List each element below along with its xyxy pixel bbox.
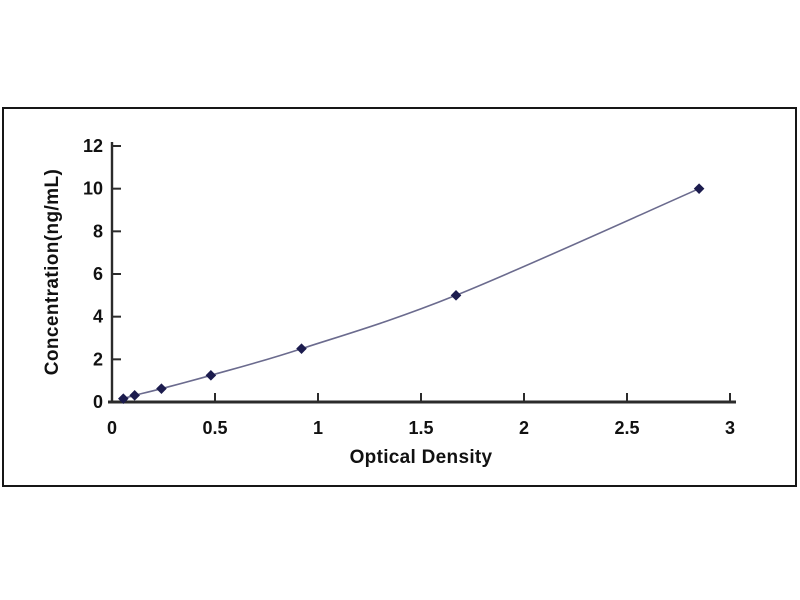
x-axis-tick-label: 2.5 — [614, 418, 639, 438]
y-axis-tick-label: 10 — [83, 179, 103, 199]
data-point-marker — [205, 370, 217, 381]
x-axis-tick-label: 3 — [725, 418, 735, 438]
x-axis-tick-label: 2 — [519, 418, 529, 438]
data-point-marker — [156, 383, 167, 394]
standard-curve-line — [123, 187, 700, 400]
data-point-marker — [129, 390, 140, 401]
x-axis-tick-label: 1 — [313, 418, 323, 438]
y-axis-tick-label: 4 — [93, 307, 103, 327]
x-axis-title: Optical Density — [349, 447, 493, 468]
y-axis-title: Concentration(ng/mL) — [42, 168, 63, 376]
chart-frame: 0 0.5 1 1.5 2 2.5 3 0 2 4 6 8 10 12 Optical Density C… — [2, 107, 797, 487]
x-axis-tick-label: 0.5 — [202, 418, 227, 438]
y-axis-tick-label: 0 — [93, 392, 103, 412]
data-point-marker — [296, 343, 307, 354]
data-point-marker — [693, 183, 705, 194]
y-axis-tick-label: 8 — [93, 221, 103, 241]
y-axis-tick-label: 2 — [93, 349, 103, 369]
data-point-marker — [118, 393, 129, 404]
y-axis-tick-label: 12 — [83, 136, 103, 156]
x-axis-tick-label: 0 — [107, 418, 117, 438]
y-axis-tick-label: 6 — [93, 264, 103, 284]
x-axis-tick-label: 1.5 — [408, 418, 433, 438]
data-point-marker — [450, 290, 462, 301]
standard-curve-plot: 0 0.5 1 1.5 2 2.5 3 0 2 4 6 8 10 12 — [83, 136, 736, 438]
